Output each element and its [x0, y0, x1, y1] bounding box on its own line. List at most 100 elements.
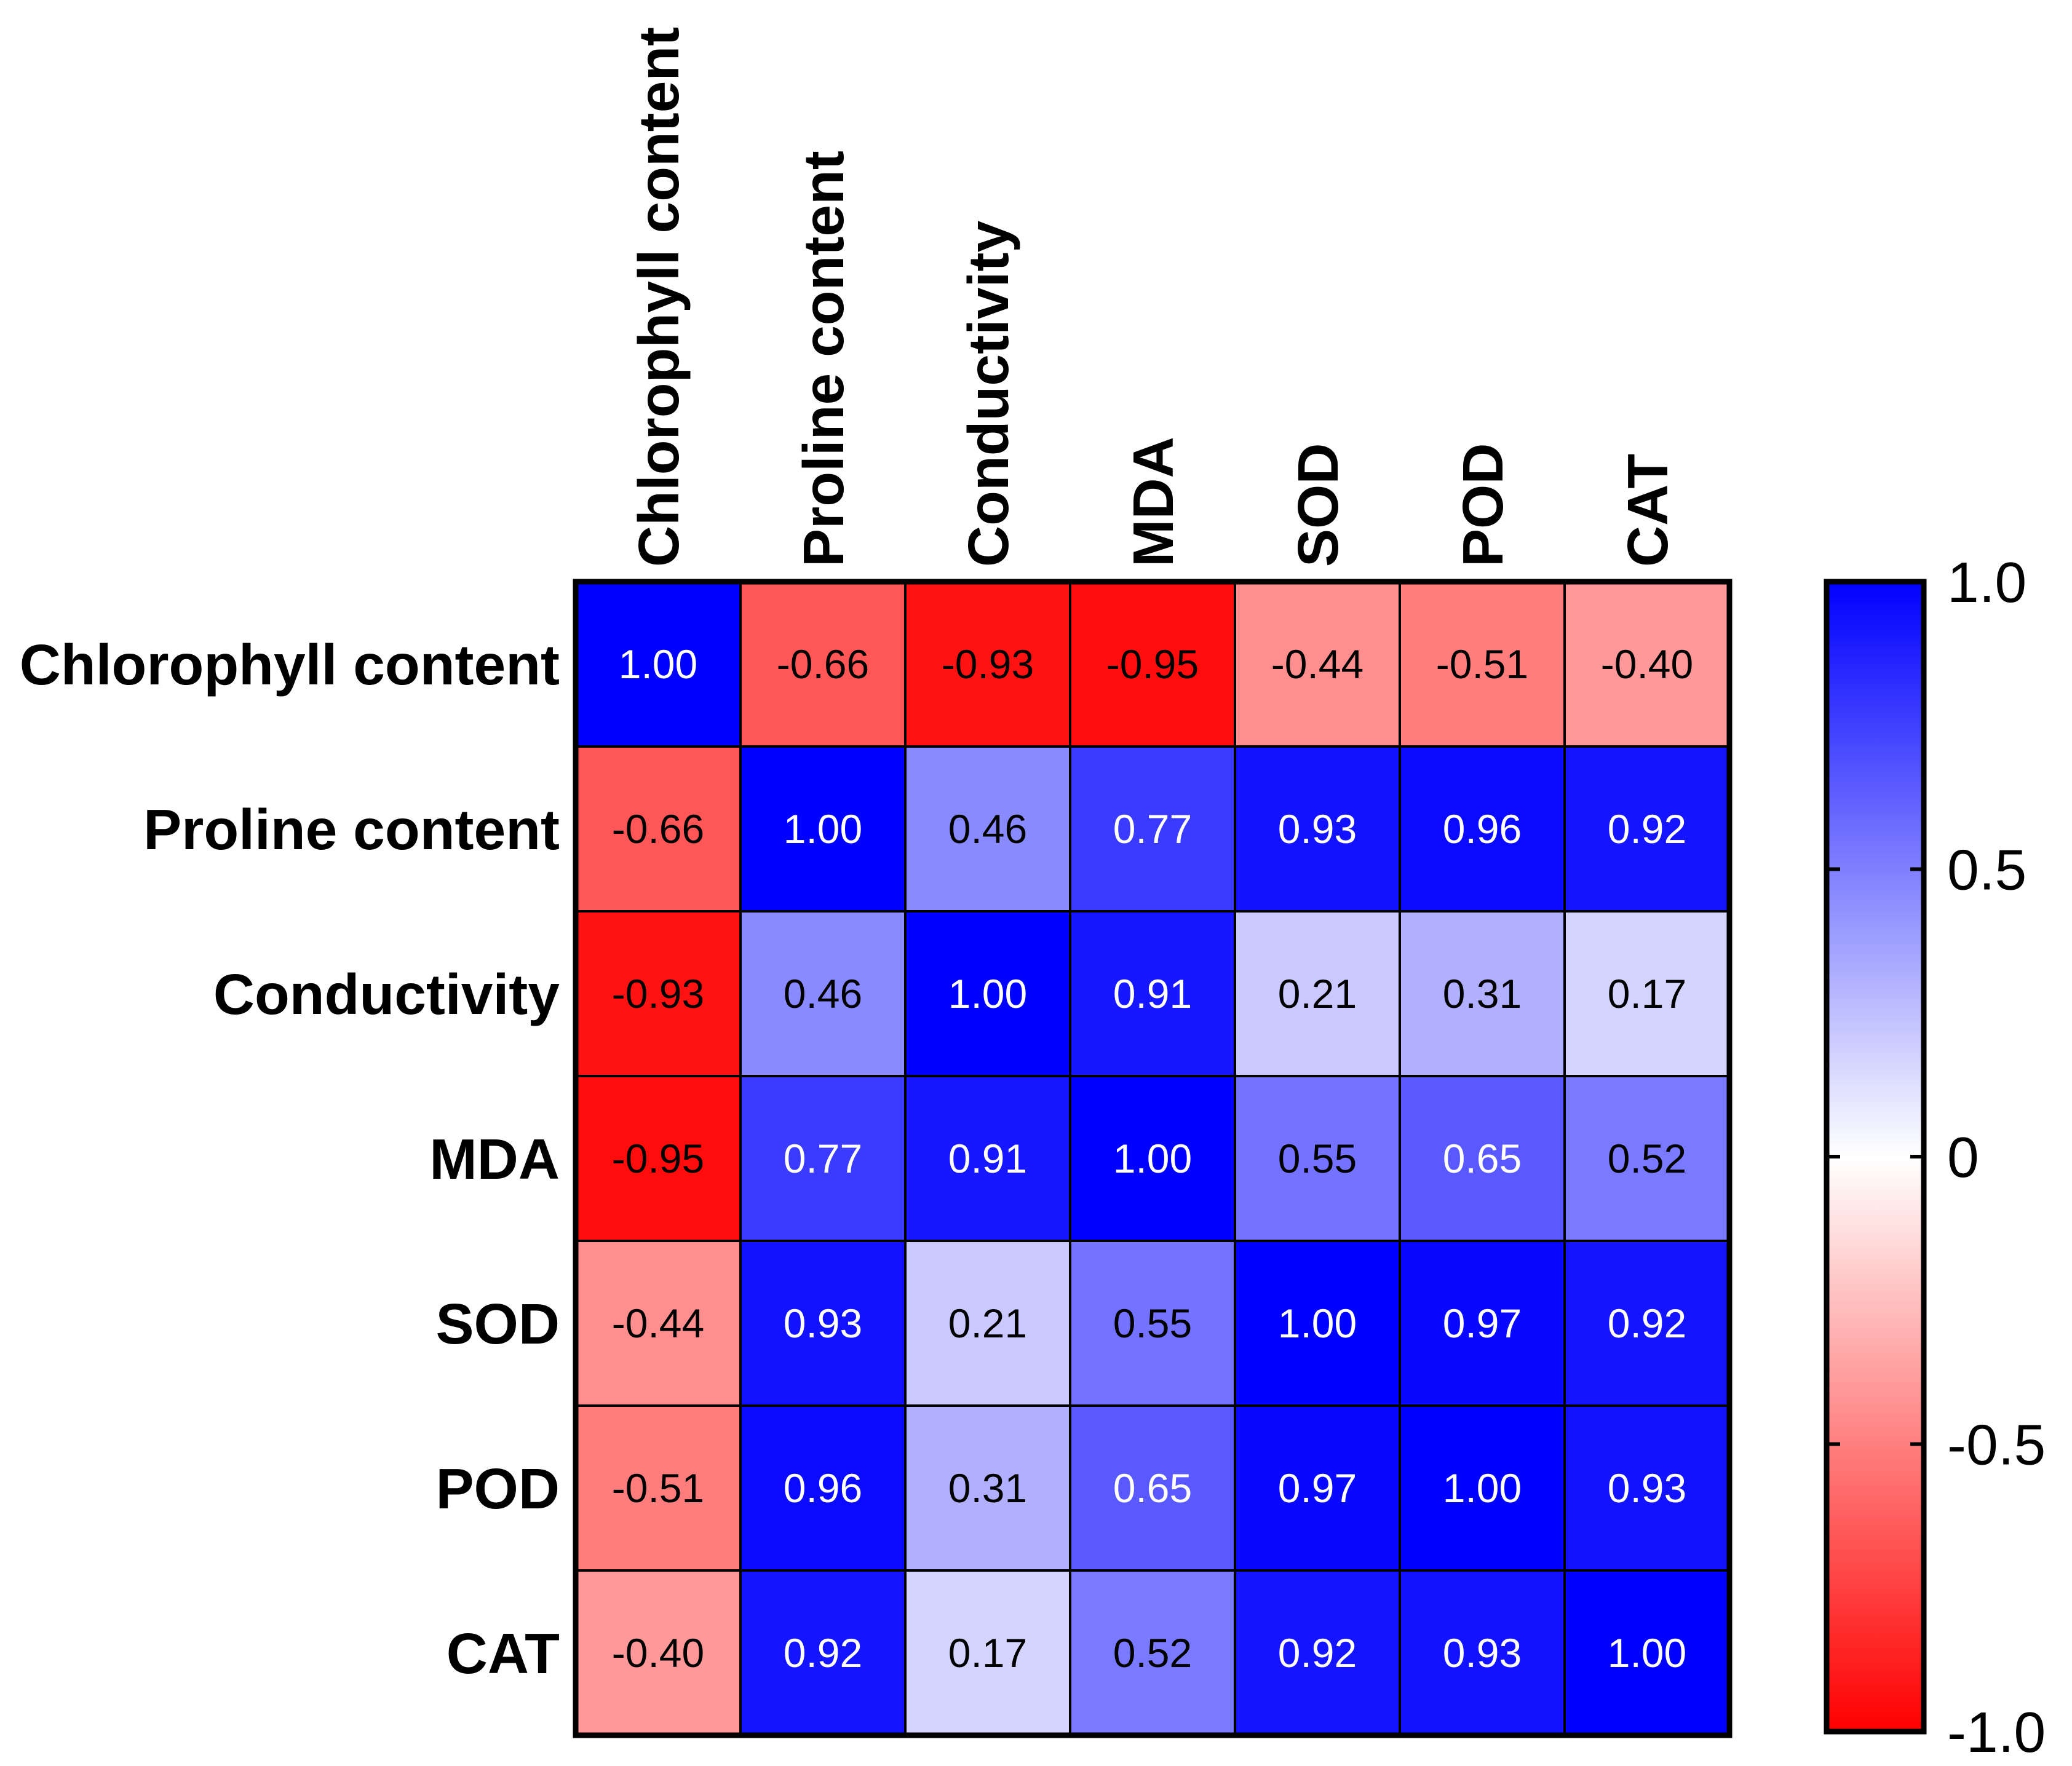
heatmap-cells: 1.00 -0.66 -0.93 -0.95 -0.44 -0.51 -0.40 -0.66 1…: [576, 582, 1729, 1735]
cell-value-label: 0.91: [1113, 971, 1192, 1016]
cell-value-label: 0.97: [1443, 1301, 1522, 1346]
color-scale-bar: [1824, 579, 1927, 1735]
cell-value-label: 0.93: [1443, 1630, 1522, 1676]
heatmap-cell: [1400, 1241, 1565, 1406]
cell-value-label: 0.21: [948, 1301, 1027, 1346]
heatmap-cell: [1400, 1076, 1565, 1241]
heatmap-cell: [1070, 1241, 1235, 1406]
cell-value-label: 0.52: [1113, 1630, 1192, 1676]
heatmap-cell: [740, 1406, 905, 1570]
row-label: Chlorophyll content: [20, 633, 560, 697]
heatmap-cell: [1070, 1570, 1235, 1735]
heatmap-cell: [1235, 1076, 1400, 1241]
heatmap-cell: [576, 1076, 740, 1241]
cell-value-label: 0.92: [784, 1630, 862, 1676]
column-label: POD: [1451, 443, 1515, 567]
heatmap-cell: [1565, 1570, 1729, 1735]
cell-value-label: -0.66: [612, 806, 704, 852]
cell-value-label: -0.93: [942, 641, 1034, 687]
cell-value-label: -0.44: [1271, 641, 1363, 687]
heatmap-cell: [576, 1406, 740, 1570]
heatmap-cell: [740, 582, 905, 746]
heatmap-cell: [1400, 1406, 1565, 1570]
heatmap-cell: [740, 1241, 905, 1406]
cell-value-label: 0.65: [1113, 1465, 1192, 1511]
scale-tick-label: -0.5: [1947, 1413, 2046, 1477]
heatmap-cell: [1070, 1406, 1235, 1570]
cell-value-label: 0.92: [1608, 1301, 1686, 1346]
heatmap-cell: [905, 1406, 1070, 1570]
cell-value-label: 1.00: [784, 806, 862, 852]
heatmap-cell: [1565, 1076, 1729, 1241]
cell-value-label: 0.21: [1278, 971, 1357, 1016]
heatmap-cell: [1070, 582, 1235, 746]
cell-value-label: 0.92: [1278, 1630, 1357, 1676]
heatmap-cell: [1070, 746, 1235, 911]
cell-value-label: 0.77: [784, 1136, 862, 1181]
heatmap-cell: [1400, 911, 1565, 1076]
cell-value-label: -0.95: [1106, 641, 1199, 687]
column-label: SOD: [1286, 443, 1350, 567]
heatmap-cell: [1565, 582, 1729, 746]
cell-value-label: 1.00: [948, 971, 1027, 1016]
row-label: SOD: [435, 1292, 560, 1356]
cell-value-label: 0.93: [784, 1301, 862, 1346]
cell-value-label: 0.93: [1608, 1465, 1686, 1511]
heatmap-cell: [1235, 582, 1400, 746]
scale-tick-label: -1.0: [1947, 1700, 2046, 1764]
cell-value-label: -0.44: [612, 1301, 704, 1346]
column-label: Chlorophyll content: [627, 27, 691, 567]
column-labels: Chlorophyll content Proline content Conduc…: [627, 27, 1680, 567]
heatmap-cell: [576, 1241, 740, 1406]
cell-value-label: 0.65: [1443, 1136, 1522, 1181]
cell-value-label: 0.91: [948, 1136, 1027, 1181]
heatmap-cell: [1565, 746, 1729, 911]
cell-value-label: 1.00: [1608, 1630, 1686, 1676]
row-label: CAT: [447, 1621, 560, 1685]
heatmap-cell: [740, 746, 905, 911]
scale-tick-label: 0.5: [1947, 838, 2026, 902]
heatmap-cell: [1400, 582, 1565, 746]
cell-value-label: 0.55: [1113, 1301, 1192, 1346]
row-label: POD: [435, 1457, 560, 1521]
heatmap-cell: [1400, 746, 1565, 911]
cell-value-label: 0.31: [1443, 971, 1522, 1016]
cell-value-label: 0.55: [1278, 1136, 1357, 1181]
cell-value-label: 0.92: [1608, 806, 1686, 852]
row-label: Conductivity: [213, 962, 560, 1026]
cell-value-label: 0.96: [784, 1465, 862, 1511]
heatmap-cell: [740, 1076, 905, 1241]
heatmap-cell: [1400, 1570, 1565, 1735]
row-label: Proline content: [143, 798, 560, 861]
heatmap-cell: [1565, 1406, 1729, 1570]
cell-value-label: 1.00: [619, 641, 697, 687]
heatmap-cell: [905, 1241, 1070, 1406]
heatmap-cell: [1565, 911, 1729, 1076]
heatmap-cell: [740, 911, 905, 1076]
cell-value-label: 0.17: [1608, 971, 1686, 1016]
color-scale-legend: 1.0 0.5 0 -0.5 -1.0: [1824, 550, 2046, 1764]
row-label: MDA: [429, 1127, 560, 1191]
row-labels: Chlorophyll content Proline content Conduc…: [20, 633, 560, 1685]
heatmap-cell: [576, 911, 740, 1076]
heatmap-cell: [576, 582, 740, 746]
cell-value-label: 0.77: [1113, 806, 1192, 852]
heatmap-cell: [1565, 1241, 1729, 1406]
cell-value-label: 0.31: [948, 1465, 1027, 1511]
cell-value-label: -0.95: [612, 1136, 704, 1181]
scale-tick-label: 0: [1947, 1125, 1979, 1189]
cell-value-label: 1.00: [1278, 1301, 1357, 1346]
heatmap-cell: [1235, 1570, 1400, 1735]
heatmap-cell: [905, 1570, 1070, 1735]
cell-value-label: 0.46: [784, 971, 862, 1016]
cell-value-label: 0.96: [1443, 806, 1522, 852]
heatmap-cell: [1070, 1076, 1235, 1241]
cell-value-label: 0.52: [1608, 1136, 1686, 1181]
column-label: Conductivity: [956, 221, 1020, 567]
cell-value-label: -0.51: [612, 1465, 704, 1511]
cell-value-label: 1.00: [1113, 1136, 1192, 1181]
heatmap-cell: [905, 1076, 1070, 1241]
cell-value-label: 1.00: [1443, 1465, 1522, 1511]
cell-value-label: 0.17: [948, 1630, 1027, 1676]
column-label: MDA: [1121, 437, 1185, 567]
